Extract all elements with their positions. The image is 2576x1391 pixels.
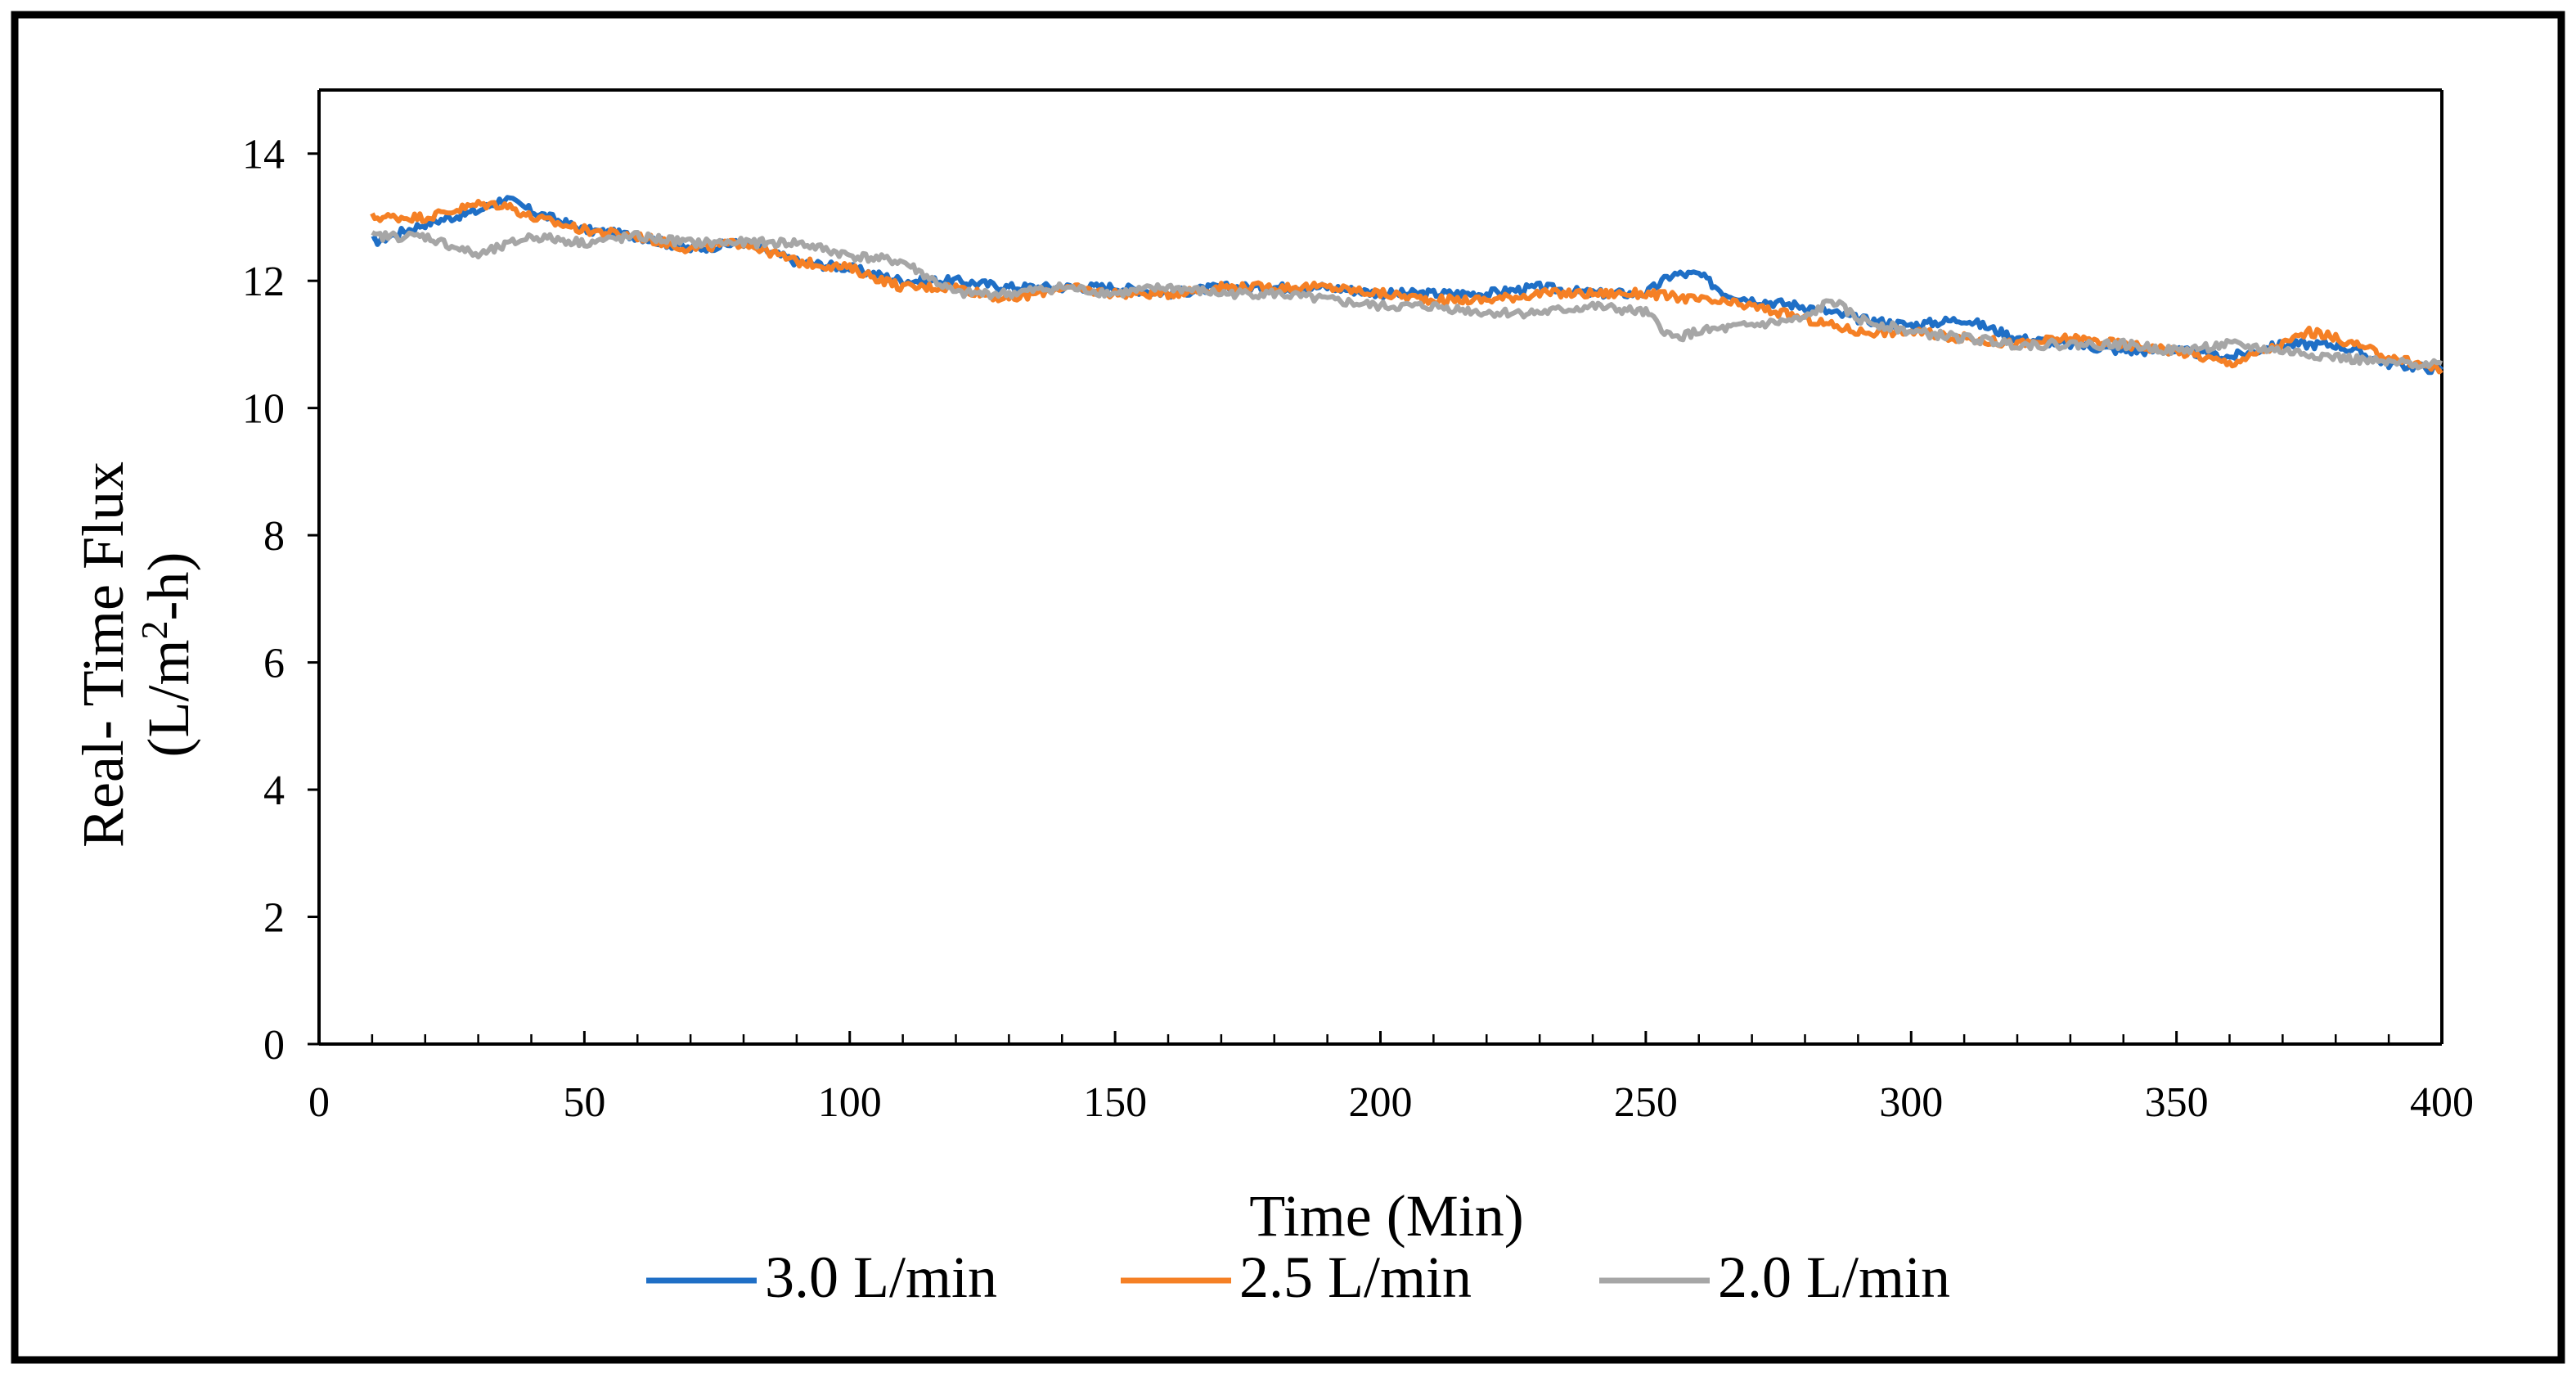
y-axis: 0 2 4 6 8 10 12 14 bbox=[242, 132, 319, 1069]
y-axis-title-line2: (L/m2-h) bbox=[133, 552, 201, 758]
y-tick-label-4: 4 bbox=[263, 768, 285, 814]
y-tick-label-14: 14 bbox=[242, 132, 285, 178]
y-tick-label-10: 10 bbox=[242, 386, 285, 433]
x-tick-label-300: 300 bbox=[1879, 1079, 1943, 1126]
legend-label-3: 2.0 L/min bbox=[1718, 1245, 1950, 1310]
y-axis-title-line1: Real- Time Flux bbox=[70, 461, 136, 848]
legend-label-1: 3.0 L/min bbox=[765, 1245, 997, 1310]
series-line-3 bbox=[371, 230, 2443, 371]
x-tick-label-250: 250 bbox=[1614, 1079, 1678, 1126]
x-tick-label-400: 400 bbox=[2410, 1079, 2474, 1126]
y-tick-label-6: 6 bbox=[263, 641, 285, 687]
y-tick-label-0: 0 bbox=[263, 1022, 285, 1069]
series-line-1 bbox=[371, 195, 2444, 376]
x-axis: 0 50 100 150 200 250 300 350 400 bbox=[308, 1031, 2474, 1126]
x-axis-title: Time (Min) bbox=[1249, 1183, 1523, 1249]
y-tick-label-2: 2 bbox=[263, 895, 285, 942]
x-tick-label-0: 0 bbox=[308, 1079, 330, 1126]
series-group bbox=[370, 195, 2444, 376]
x-tick-label-150: 150 bbox=[1083, 1079, 1147, 1126]
legend: 3.0 L/min 2.5 L/min 2.0 L/min bbox=[646, 1245, 1950, 1310]
x-tick-label-350: 350 bbox=[2145, 1079, 2209, 1126]
y-tick-label-8: 8 bbox=[263, 513, 285, 560]
y-tick-label-12: 12 bbox=[242, 259, 285, 305]
y-axis-title: Real- Time Flux (L/m2-h) bbox=[70, 461, 201, 848]
x-tick-label-100: 100 bbox=[818, 1079, 882, 1126]
x-tick-label-50: 50 bbox=[563, 1079, 605, 1126]
x-tick-label-200: 200 bbox=[1349, 1079, 1413, 1126]
legend-label-2: 2.5 L/min bbox=[1239, 1245, 1472, 1310]
